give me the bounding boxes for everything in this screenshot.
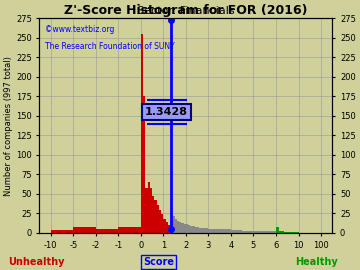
Bar xyxy=(293,232,296,233)
Bar xyxy=(172,216,175,233)
Bar xyxy=(184,224,186,233)
Bar xyxy=(265,231,276,233)
Bar xyxy=(206,228,208,233)
Bar xyxy=(204,228,206,233)
Bar xyxy=(118,227,141,233)
Bar xyxy=(141,34,143,233)
Bar xyxy=(166,222,168,233)
Bar xyxy=(220,229,231,233)
Bar xyxy=(193,226,195,233)
Bar xyxy=(188,225,190,233)
Title: Z'-Score Histogram for FOR (2016): Z'-Score Histogram for FOR (2016) xyxy=(64,4,308,17)
Bar xyxy=(208,229,220,233)
Bar xyxy=(199,228,202,233)
Bar xyxy=(152,195,154,233)
Bar xyxy=(154,200,157,233)
Text: Unhealthy: Unhealthy xyxy=(8,257,64,267)
Bar xyxy=(296,232,298,233)
Bar xyxy=(181,223,184,233)
Bar xyxy=(177,221,179,233)
Bar xyxy=(242,231,253,233)
Text: Score: Score xyxy=(143,257,174,267)
Bar xyxy=(145,188,148,233)
Bar xyxy=(148,182,150,233)
Text: The Research Foundation of SUNY: The Research Foundation of SUNY xyxy=(45,42,175,51)
Bar xyxy=(161,214,163,233)
Text: Healthy: Healthy xyxy=(296,257,338,267)
Bar xyxy=(282,231,284,233)
Text: Sector: Financials: Sector: Financials xyxy=(137,6,235,16)
Bar xyxy=(150,188,152,233)
Bar xyxy=(159,210,161,233)
Bar xyxy=(195,227,197,233)
Bar xyxy=(202,228,204,233)
Y-axis label: Number of companies (997 total): Number of companies (997 total) xyxy=(4,56,13,195)
Bar xyxy=(290,232,293,233)
Bar xyxy=(253,231,265,233)
Bar xyxy=(168,225,170,233)
Bar xyxy=(175,219,177,233)
Bar xyxy=(96,229,118,233)
Bar xyxy=(170,228,172,233)
Bar xyxy=(157,205,159,233)
Bar xyxy=(73,227,96,233)
Bar xyxy=(231,230,242,233)
Bar xyxy=(276,227,279,233)
Bar xyxy=(51,230,73,233)
Text: ©www.textbiz.org: ©www.textbiz.org xyxy=(45,25,115,34)
Bar xyxy=(287,232,290,233)
Bar xyxy=(163,219,166,233)
Bar xyxy=(186,224,188,233)
Bar xyxy=(284,232,287,233)
Bar xyxy=(190,226,193,233)
Bar xyxy=(143,96,145,233)
Bar xyxy=(279,231,282,233)
Bar xyxy=(179,222,181,233)
Text: 1.3428: 1.3428 xyxy=(145,107,188,117)
Bar xyxy=(197,227,199,233)
